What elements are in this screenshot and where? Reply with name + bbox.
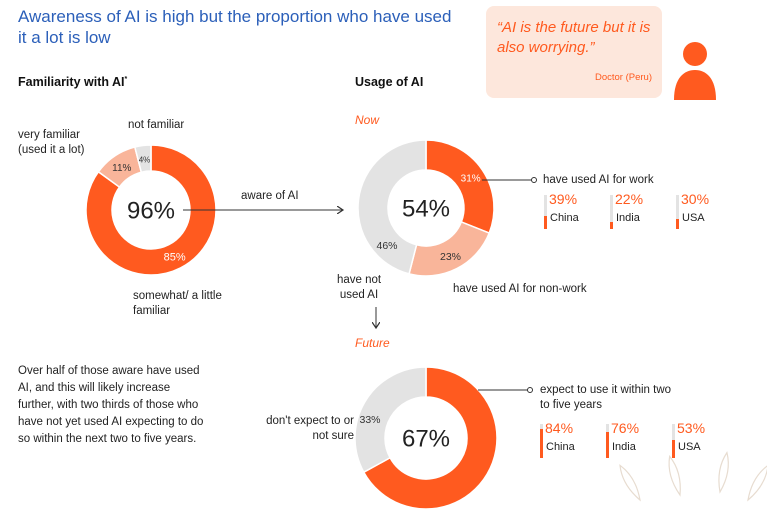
nonwork-label: have used AI for non-work bbox=[453, 283, 587, 295]
connector-dot bbox=[531, 177, 537, 183]
slice-value-label: 4% bbox=[139, 155, 151, 164]
country-stat-value: 84% bbox=[545, 420, 574, 436]
not-used-label: have not used AI bbox=[336, 274, 382, 301]
slice-value-label: 31% bbox=[461, 174, 481, 185]
slice-value-label: 46% bbox=[376, 240, 397, 252]
quote-box bbox=[486, 6, 662, 98]
country-name: India bbox=[612, 441, 636, 453]
donut-center-value: 96% bbox=[127, 198, 175, 225]
future-label: Future bbox=[355, 336, 390, 350]
slice-don-t-expect-to-or-not-sure bbox=[354, 366, 427, 474]
donut-center-value: 54% bbox=[402, 196, 450, 223]
leaf-shape bbox=[619, 464, 641, 502]
country-stat-value: 39% bbox=[549, 191, 578, 207]
slice-have-used-ai-for-non-work bbox=[408, 221, 491, 277]
future-expect-label: expect to use it within two to five year… bbox=[540, 384, 672, 411]
aware-label: aware of AI bbox=[241, 190, 299, 202]
country-bar bbox=[610, 222, 613, 229]
country-bar-track bbox=[676, 195, 679, 229]
label-not-familiar: not familiar bbox=[128, 119, 185, 131]
country-name: USA bbox=[682, 212, 705, 224]
slice-value-label: 11% bbox=[112, 163, 131, 174]
slice-expect-to-use-it-within-two-to-five-years bbox=[362, 366, 498, 510]
familiarity-donut: 85% 11% 4% 96% bbox=[85, 144, 217, 276]
connector-dot bbox=[527, 387, 533, 393]
person-icon bbox=[674, 42, 716, 100]
connectors bbox=[183, 177, 537, 393]
country-bar bbox=[540, 429, 543, 458]
slice-have-not-used-ai bbox=[357, 139, 427, 275]
country-bar-track bbox=[544, 195, 547, 229]
donut-center-value: 67% bbox=[402, 426, 450, 453]
leaf-shape bbox=[668, 454, 681, 497]
country-bar-track bbox=[610, 195, 613, 229]
label-somewhat-familiar: somewhat/ a little familiar bbox=[133, 290, 222, 317]
slice-value-label: 85% bbox=[164, 251, 186, 263]
leaf-shape bbox=[747, 464, 767, 502]
country-bar bbox=[606, 432, 609, 458]
country-name: India bbox=[616, 212, 640, 224]
country-name: China bbox=[546, 441, 575, 453]
page-title: Awareness of AI is high but the proporti… bbox=[18, 7, 452, 47]
quote-text: “AI is the future but it is also worryin… bbox=[497, 19, 651, 56]
slice-value-label: 23% bbox=[440, 251, 461, 263]
usage-heading: Usage of AI bbox=[355, 75, 424, 89]
familiarity-heading: Familiarity with AI* bbox=[18, 75, 128, 89]
work-label: have used AI for work bbox=[543, 174, 654, 186]
country-bar bbox=[676, 219, 679, 229]
country-stat-value: 22% bbox=[615, 191, 644, 207]
now-label: Now bbox=[355, 113, 380, 127]
country-name: USA bbox=[678, 441, 701, 453]
country-stat-value: 30% bbox=[681, 191, 710, 207]
slice-not-familiar bbox=[133, 144, 152, 174]
label-very-familiar: very familiar (used it a lot) bbox=[18, 129, 85, 156]
quote-source: Doctor (Peru) bbox=[594, 72, 652, 83]
slice-somewhat-a-little-familiar bbox=[85, 144, 217, 276]
leaf-shape bbox=[718, 451, 729, 494]
country-name: China bbox=[550, 212, 579, 224]
leaf-decoration bbox=[619, 451, 767, 502]
usage-now-donut: 31% 23% 46% 54% bbox=[357, 139, 495, 277]
country-stat-value: 76% bbox=[611, 420, 640, 436]
slice-have-used-ai-for-work bbox=[425, 139, 495, 235]
country-stat-value: 53% bbox=[677, 420, 706, 436]
slice-value-label: 33% bbox=[359, 414, 380, 426]
country-bar bbox=[544, 216, 547, 229]
future-not-label: don't expect to or not sure bbox=[266, 415, 354, 442]
body-text: Over half of those aware have used AI, a… bbox=[18, 365, 204, 445]
country-bar bbox=[672, 440, 675, 458]
usage-future-donut: 67%33%67% bbox=[354, 366, 498, 510]
